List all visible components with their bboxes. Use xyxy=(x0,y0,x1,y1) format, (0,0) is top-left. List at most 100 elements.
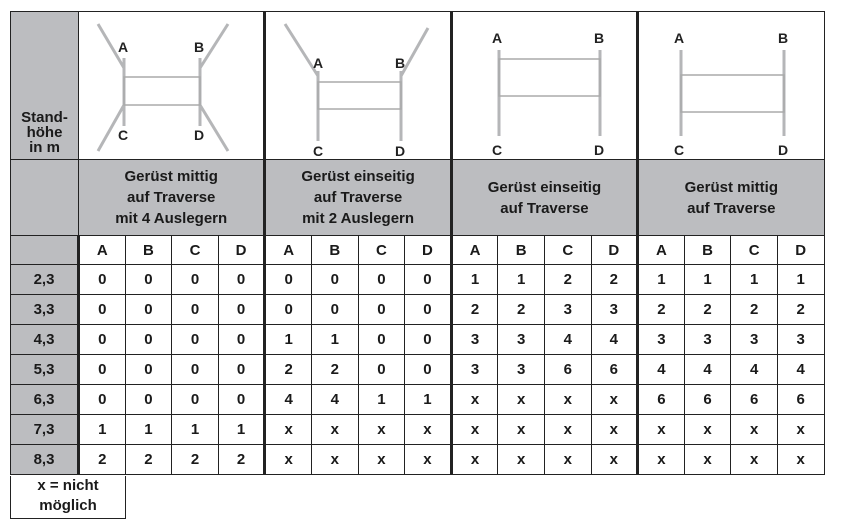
value-cell: 2 xyxy=(171,444,219,475)
value-cell: 2 xyxy=(263,354,312,385)
value-cell: 3 xyxy=(590,294,639,325)
value-cell: x xyxy=(497,384,545,415)
corner-header: A xyxy=(263,235,312,265)
value-cell: 0 xyxy=(77,294,126,325)
value-cell: 3 xyxy=(636,324,685,355)
diagram-row: Stand-höhe in m A B C D A B C D A B C D A B C D xyxy=(10,11,825,160)
value-cell: x xyxy=(543,444,592,475)
svg-text:D: D xyxy=(594,142,604,156)
value-cell: 3 xyxy=(683,324,732,355)
value-cell: 0 xyxy=(77,384,126,415)
value-cell: 0 xyxy=(217,354,266,385)
value-cell: 0 xyxy=(124,294,173,325)
corner-header: D xyxy=(217,235,266,265)
value-cell: 4 xyxy=(730,354,778,385)
value-cell: 0 xyxy=(404,264,452,295)
value-cell: x xyxy=(404,414,452,445)
value-cell: x xyxy=(310,444,359,475)
value-cell: 0 xyxy=(124,264,173,295)
scaffold-one-side-icon: A B C D xyxy=(449,11,639,160)
value-cell: 3 xyxy=(449,354,499,385)
value-cell: 0 xyxy=(357,324,406,355)
value-cell: 0 xyxy=(404,354,452,385)
value-cell: 1 xyxy=(776,264,825,295)
value-cell: 1 xyxy=(683,264,732,295)
svg-text:D: D xyxy=(194,127,204,143)
value-cell: 3 xyxy=(497,354,545,385)
height-cell: 2,3 xyxy=(10,264,79,295)
value-cell: x xyxy=(263,414,312,445)
corner-header: A xyxy=(449,235,499,265)
table-row: 6,3 0 0 0 0 4 4 1 1 x x x x 6 6 6 6 xyxy=(10,384,825,415)
svg-text:C: C xyxy=(674,142,684,156)
corner-header: B xyxy=(310,235,359,265)
svg-text:A: A xyxy=(118,39,128,55)
height-cell: 6,3 xyxy=(10,384,79,415)
height-cell: 4,3 xyxy=(10,324,79,355)
corner-header: C xyxy=(357,235,406,265)
value-cell: 0 xyxy=(124,324,173,355)
svg-text:A: A xyxy=(674,30,684,46)
value-cell: 6 xyxy=(636,384,685,415)
value-cell: 2 xyxy=(217,444,266,475)
value-cell: 3 xyxy=(449,324,499,355)
svg-text:D: D xyxy=(395,143,405,156)
value-cell: 4 xyxy=(636,354,685,385)
height-header: Stand-höhe in m xyxy=(10,11,79,160)
value-cell: x xyxy=(404,444,452,475)
value-cell: x xyxy=(543,384,592,415)
value-cell: x xyxy=(590,414,639,445)
value-cell: 4 xyxy=(310,384,359,415)
scaffold-center-icon: A B C D xyxy=(636,11,825,160)
value-cell: 0 xyxy=(171,264,219,295)
value-cell: 3 xyxy=(497,324,545,355)
value-cell: x xyxy=(357,444,406,475)
value-cell: 0 xyxy=(217,384,266,415)
value-cell: 6 xyxy=(543,354,592,385)
value-cell: 3 xyxy=(730,324,778,355)
value-cell: 0 xyxy=(77,354,126,385)
svg-text:C: C xyxy=(313,143,323,156)
value-cell: 0 xyxy=(263,294,312,325)
value-cell: 2 xyxy=(590,264,639,295)
svg-text:B: B xyxy=(194,39,204,55)
height-cell: 5,3 xyxy=(10,354,79,385)
value-cell: 4 xyxy=(590,324,639,355)
svg-text:A: A xyxy=(313,55,323,71)
corner-header: C xyxy=(543,235,592,265)
value-cell: 0 xyxy=(171,294,219,325)
corner-header: A xyxy=(636,235,685,265)
corner-header: B xyxy=(124,235,173,265)
svg-text:B: B xyxy=(594,30,604,46)
value-cell: x xyxy=(357,414,406,445)
value-cell: x xyxy=(683,444,732,475)
value-cell: x xyxy=(449,444,499,475)
table-row: 4,3 0 0 0 0 1 1 0 0 3 3 4 4 3 3 3 3 xyxy=(10,324,825,355)
value-cell: x xyxy=(263,444,312,475)
value-cell: x xyxy=(636,444,685,475)
group-title: Gerüst einseitig auf Traverse mit 2 Ausleg… xyxy=(263,159,452,236)
group-title: Gerüst mittig auf Traverse xyxy=(636,159,825,236)
value-cell: 2 xyxy=(636,294,685,325)
height-cell: 7,3 xyxy=(10,414,79,445)
table-row: 3,3 0 0 0 0 0 0 0 0 2 2 3 3 2 2 2 2 xyxy=(10,294,825,325)
value-cell: x xyxy=(636,414,685,445)
corner-header: B xyxy=(683,235,732,265)
corner-header: B xyxy=(497,235,545,265)
table-row: 5,3 0 0 0 0 2 2 0 0 3 3 6 6 4 4 4 4 xyxy=(10,354,825,385)
value-cell: 2 xyxy=(776,294,825,325)
value-cell: 0 xyxy=(171,354,219,385)
value-cell: 1 xyxy=(449,264,499,295)
value-cell: 1 xyxy=(171,414,219,445)
value-cell: 4 xyxy=(683,354,732,385)
value-cell: 2 xyxy=(730,294,778,325)
value-cell: 0 xyxy=(217,324,266,355)
svg-text:C: C xyxy=(492,142,502,156)
value-cell: 1 xyxy=(124,414,173,445)
value-cell: 3 xyxy=(776,324,825,355)
value-cell: 1 xyxy=(730,264,778,295)
value-cell: x xyxy=(590,384,639,415)
value-cell: x xyxy=(449,384,499,415)
value-cell: x xyxy=(776,414,825,445)
table-row: 8,3 2 2 2 2 x x x x x x x x x x x x xyxy=(10,444,825,475)
